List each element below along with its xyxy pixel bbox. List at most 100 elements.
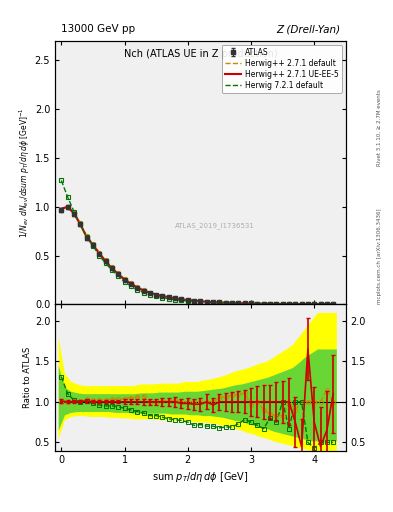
Herwig 7.2.1 default	[65, 194, 70, 200]
Herwig 7.2.1 default	[268, 301, 272, 307]
Herwig 7.2.1 default	[299, 301, 304, 307]
Herwig++ 2.7.1 default	[211, 299, 215, 305]
Herwig 7.2.1 default	[325, 301, 329, 307]
Herwig++ 2.7.1 default	[179, 296, 184, 302]
Herwig 7.2.1 default	[59, 177, 64, 183]
Text: Nch (ATLAS UE in Z production): Nch (ATLAS UE in Z production)	[123, 49, 277, 59]
Herwig 7.2.1 default	[312, 301, 317, 307]
Herwig++ 2.7.1 default	[141, 287, 146, 293]
Herwig++ 2.7.1 UE-EE-5	[192, 297, 196, 304]
Herwig++ 2.7.1 default	[135, 284, 140, 290]
Herwig++ 2.7.1 default	[318, 301, 323, 307]
Herwig 7.2.1 default	[78, 221, 83, 227]
Herwig++ 2.7.1 UE-EE-5	[255, 301, 260, 307]
Herwig++ 2.7.1 UE-EE-5	[135, 285, 140, 291]
Herwig++ 2.7.1 UE-EE-5	[154, 291, 158, 297]
Herwig 7.2.1 default	[147, 291, 152, 297]
Herwig++ 2.7.1 default	[230, 300, 234, 306]
Herwig 7.2.1 default	[204, 300, 209, 306]
Herwig 7.2.1 default	[198, 299, 203, 305]
Herwig++ 2.7.1 UE-EE-5	[147, 289, 152, 295]
Herwig++ 2.7.1 default	[173, 295, 178, 302]
Herwig++ 2.7.1 default	[65, 204, 70, 210]
Herwig 7.2.1 default	[167, 295, 171, 302]
Herwig++ 2.7.1 UE-EE-5	[84, 234, 89, 240]
Herwig++ 2.7.1 UE-EE-5	[299, 301, 304, 307]
Herwig++ 2.7.1 UE-EE-5	[72, 210, 76, 217]
Herwig 7.2.1 default	[160, 294, 165, 301]
Herwig++ 2.7.1 UE-EE-5	[318, 301, 323, 307]
Herwig++ 2.7.1 UE-EE-5	[185, 297, 190, 303]
Herwig 7.2.1 default	[293, 301, 298, 307]
Herwig++ 2.7.1 default	[72, 209, 76, 216]
Herwig++ 2.7.1 default	[293, 301, 298, 307]
Herwig++ 2.7.1 UE-EE-5	[78, 221, 83, 227]
Herwig 7.2.1 default	[116, 273, 121, 279]
Herwig++ 2.7.1 default	[299, 301, 304, 307]
Herwig++ 2.7.1 UE-EE-5	[236, 300, 241, 306]
Herwig++ 2.7.1 UE-EE-5	[103, 258, 108, 264]
Herwig 7.2.1 default	[84, 234, 89, 240]
Herwig++ 2.7.1 default	[286, 301, 291, 307]
Herwig++ 2.7.1 default	[204, 298, 209, 305]
Herwig++ 2.7.1 UE-EE-5	[293, 301, 298, 307]
Herwig 7.2.1 default	[230, 301, 234, 307]
Herwig 7.2.1 default	[280, 301, 285, 307]
Herwig++ 2.7.1 UE-EE-5	[160, 293, 165, 299]
Herwig 7.2.1 default	[154, 293, 158, 299]
Herwig++ 2.7.1 default	[192, 297, 196, 304]
Line: Herwig++ 2.7.1 default: Herwig++ 2.7.1 default	[61, 207, 333, 304]
Herwig++ 2.7.1 UE-EE-5	[167, 294, 171, 301]
Herwig++ 2.7.1 UE-EE-5	[312, 301, 317, 307]
Herwig 7.2.1 default	[122, 279, 127, 285]
Herwig 7.2.1 default	[255, 301, 260, 307]
Herwig 7.2.1 default	[331, 301, 336, 307]
Herwig++ 2.7.1 UE-EE-5	[65, 204, 70, 210]
Y-axis label: $1/N_{ev}$ $dN_{ev}/dsum$ $p_T/d\eta\,d\phi$ $[\mathregular{GeV}]^{-1}$: $1/N_{ev}$ $dN_{ev}/dsum$ $p_T/d\eta\,d\…	[17, 107, 32, 238]
Herwig++ 2.7.1 UE-EE-5	[217, 300, 222, 306]
Herwig++ 2.7.1 default	[198, 298, 203, 304]
Herwig++ 2.7.1 UE-EE-5	[274, 301, 279, 307]
Herwig 7.2.1 default	[103, 260, 108, 266]
Herwig++ 2.7.1 UE-EE-5	[223, 300, 228, 306]
Herwig++ 2.7.1 default	[274, 301, 279, 307]
Herwig 7.2.1 default	[318, 301, 323, 307]
Herwig 7.2.1 default	[249, 301, 253, 307]
Line: Herwig++ 2.7.1 UE-EE-5: Herwig++ 2.7.1 UE-EE-5	[61, 207, 333, 304]
Herwig++ 2.7.1 default	[268, 301, 272, 307]
Herwig 7.2.1 default	[97, 252, 102, 259]
Herwig++ 2.7.1 default	[91, 241, 95, 247]
Herwig++ 2.7.1 default	[160, 293, 165, 299]
Herwig++ 2.7.1 UE-EE-5	[242, 301, 247, 307]
Herwig 7.2.1 default	[236, 301, 241, 307]
Herwig++ 2.7.1 UE-EE-5	[211, 299, 215, 305]
Line: Herwig 7.2.1 default: Herwig 7.2.1 default	[61, 180, 333, 304]
Herwig++ 2.7.1 UE-EE-5	[268, 301, 272, 307]
Herwig 7.2.1 default	[286, 301, 291, 307]
Herwig++ 2.7.1 default	[249, 301, 253, 307]
Herwig 7.2.1 default	[110, 267, 114, 273]
Herwig++ 2.7.1 default	[116, 270, 121, 276]
Herwig++ 2.7.1 UE-EE-5	[91, 242, 95, 248]
Text: ATLAS_2019_I1736531: ATLAS_2019_I1736531	[175, 222, 255, 229]
Herwig++ 2.7.1 UE-EE-5	[122, 277, 127, 283]
Herwig 7.2.1 default	[173, 296, 178, 303]
Herwig++ 2.7.1 UE-EE-5	[198, 298, 203, 304]
Herwig++ 2.7.1 UE-EE-5	[249, 301, 253, 307]
Herwig++ 2.7.1 default	[154, 291, 158, 297]
Herwig 7.2.1 default	[223, 300, 228, 306]
Text: Z (Drell-Yan): Z (Drell-Yan)	[276, 25, 340, 34]
Herwig 7.2.1 default	[72, 208, 76, 215]
Herwig++ 2.7.1 UE-EE-5	[331, 301, 336, 307]
Herwig++ 2.7.1 UE-EE-5	[129, 281, 133, 287]
Y-axis label: Ratio to ATLAS: Ratio to ATLAS	[23, 347, 32, 408]
Text: 13000 GeV pp: 13000 GeV pp	[61, 25, 135, 34]
Herwig 7.2.1 default	[261, 301, 266, 307]
Herwig++ 2.7.1 default	[242, 300, 247, 306]
Herwig++ 2.7.1 UE-EE-5	[280, 301, 285, 307]
Herwig++ 2.7.1 UE-EE-5	[325, 301, 329, 307]
Herwig++ 2.7.1 default	[223, 300, 228, 306]
Text: mcplots.cern.ch [arXiv:1306.3436]: mcplots.cern.ch [arXiv:1306.3436]	[377, 208, 382, 304]
Herwig++ 2.7.1 UE-EE-5	[261, 301, 266, 307]
Herwig++ 2.7.1 default	[305, 301, 310, 307]
